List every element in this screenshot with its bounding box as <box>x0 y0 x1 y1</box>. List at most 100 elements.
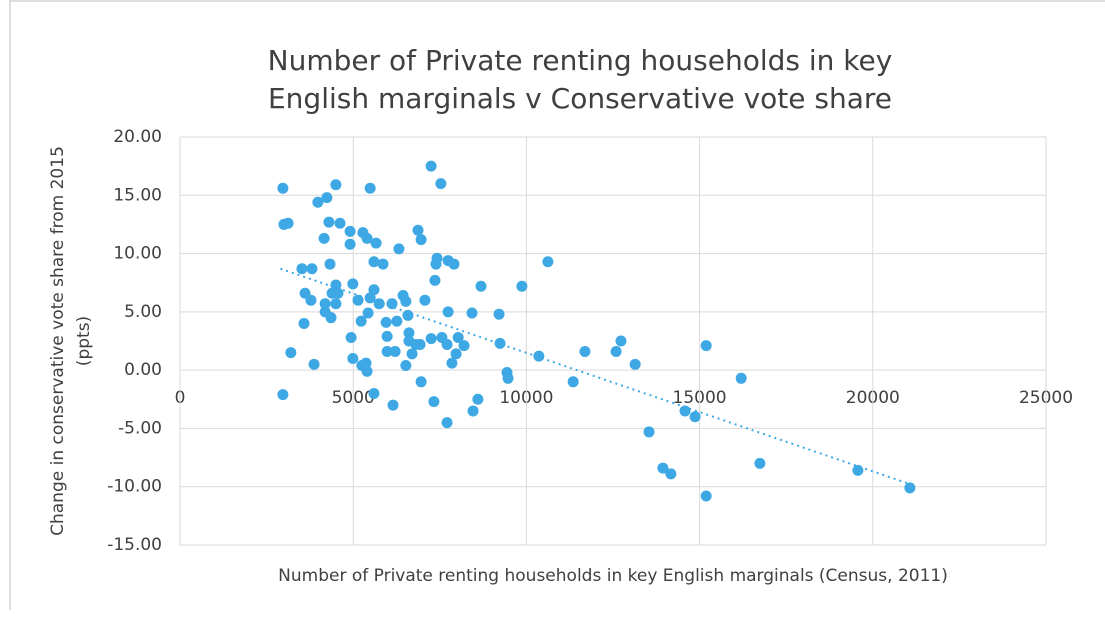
data-point <box>318 232 330 244</box>
data-point <box>400 359 412 371</box>
data-point <box>657 462 669 474</box>
y-tick-label: -10.00 <box>107 477 162 497</box>
data-point <box>361 232 373 244</box>
data-point <box>347 278 359 290</box>
data-point <box>412 224 424 236</box>
data-point <box>361 365 373 377</box>
data-point <box>347 352 359 364</box>
data-point <box>381 330 393 342</box>
data-point <box>852 464 864 476</box>
data-point <box>516 280 528 292</box>
data-point <box>386 298 398 310</box>
data-point <box>330 298 342 310</box>
data-point <box>377 258 389 270</box>
data-point <box>362 307 374 319</box>
data-point <box>428 396 440 408</box>
data-point <box>406 348 418 360</box>
data-point <box>441 338 453 350</box>
data-point <box>458 340 470 352</box>
data-point <box>296 263 308 275</box>
data-point <box>415 376 427 388</box>
data-point <box>325 312 337 324</box>
data-point <box>615 335 627 347</box>
data-point <box>542 256 554 268</box>
data-point <box>446 357 458 369</box>
data-point <box>319 298 331 310</box>
y-tick-label: 15.00 <box>113 185 162 205</box>
data-point <box>285 347 297 359</box>
data-point <box>472 393 484 405</box>
data-point <box>360 357 372 369</box>
data-point <box>373 298 385 310</box>
data-point <box>402 309 414 321</box>
data-point <box>368 256 380 268</box>
data-point <box>700 340 712 352</box>
data-point <box>475 280 487 292</box>
data-point <box>380 316 392 328</box>
data-point <box>448 258 460 270</box>
data-point <box>323 216 335 228</box>
data-point <box>400 295 412 307</box>
data-point <box>308 358 320 370</box>
data-point <box>306 263 318 275</box>
data-point <box>493 308 505 320</box>
data-point <box>345 332 357 344</box>
data-point <box>403 327 415 339</box>
data-point <box>419 294 431 306</box>
data-point <box>277 389 289 401</box>
data-point <box>610 345 622 357</box>
data-point <box>352 294 364 306</box>
data-point <box>355 315 367 327</box>
data-point <box>450 348 462 360</box>
data-point <box>330 179 342 191</box>
data-point <box>629 358 641 370</box>
data-point <box>700 490 712 502</box>
chart-title: Number of Private renting households in … <box>268 44 893 77</box>
data-point <box>679 405 691 417</box>
y-tick-label: 0.00 <box>124 360 162 380</box>
data-point <box>643 426 655 438</box>
data-point <box>425 333 437 345</box>
data-point <box>435 178 447 190</box>
data-point <box>344 238 356 250</box>
y-axis-title: (ppts) <box>74 316 94 366</box>
data-point <box>344 225 356 237</box>
data-point <box>429 274 441 286</box>
data-point <box>533 350 545 362</box>
data-point <box>364 292 376 304</box>
data-point <box>312 196 324 208</box>
data-point <box>467 405 479 417</box>
data-point <box>368 387 380 399</box>
data-point <box>689 411 701 423</box>
data-point <box>387 399 399 411</box>
data-point <box>324 258 336 270</box>
data-point <box>368 284 380 296</box>
data-point <box>381 345 393 357</box>
data-point <box>494 337 506 349</box>
data-point <box>370 237 382 249</box>
data-point <box>431 252 443 264</box>
data-point <box>332 287 344 299</box>
data-point <box>277 182 289 194</box>
data-point <box>442 306 454 318</box>
data-point <box>904 482 916 494</box>
data-point <box>665 468 677 480</box>
y-tick-label: 20.00 <box>113 127 162 147</box>
data-point <box>415 234 427 246</box>
data-point <box>502 372 514 384</box>
data-point <box>579 345 591 357</box>
data-point <box>305 294 317 306</box>
y-axis-title: Change in conservative vote share from 2… <box>48 146 68 536</box>
data-point <box>754 457 766 469</box>
x-axis-title: Number of Private renting households in … <box>278 566 948 586</box>
data-point <box>441 417 453 429</box>
data-point <box>298 318 310 330</box>
data-point <box>567 376 579 388</box>
data-point <box>321 192 333 204</box>
data-point <box>393 243 405 255</box>
data-point <box>466 307 478 319</box>
data-point <box>425 160 437 172</box>
y-tick-label: 5.00 <box>124 302 162 322</box>
data-point <box>389 345 401 357</box>
